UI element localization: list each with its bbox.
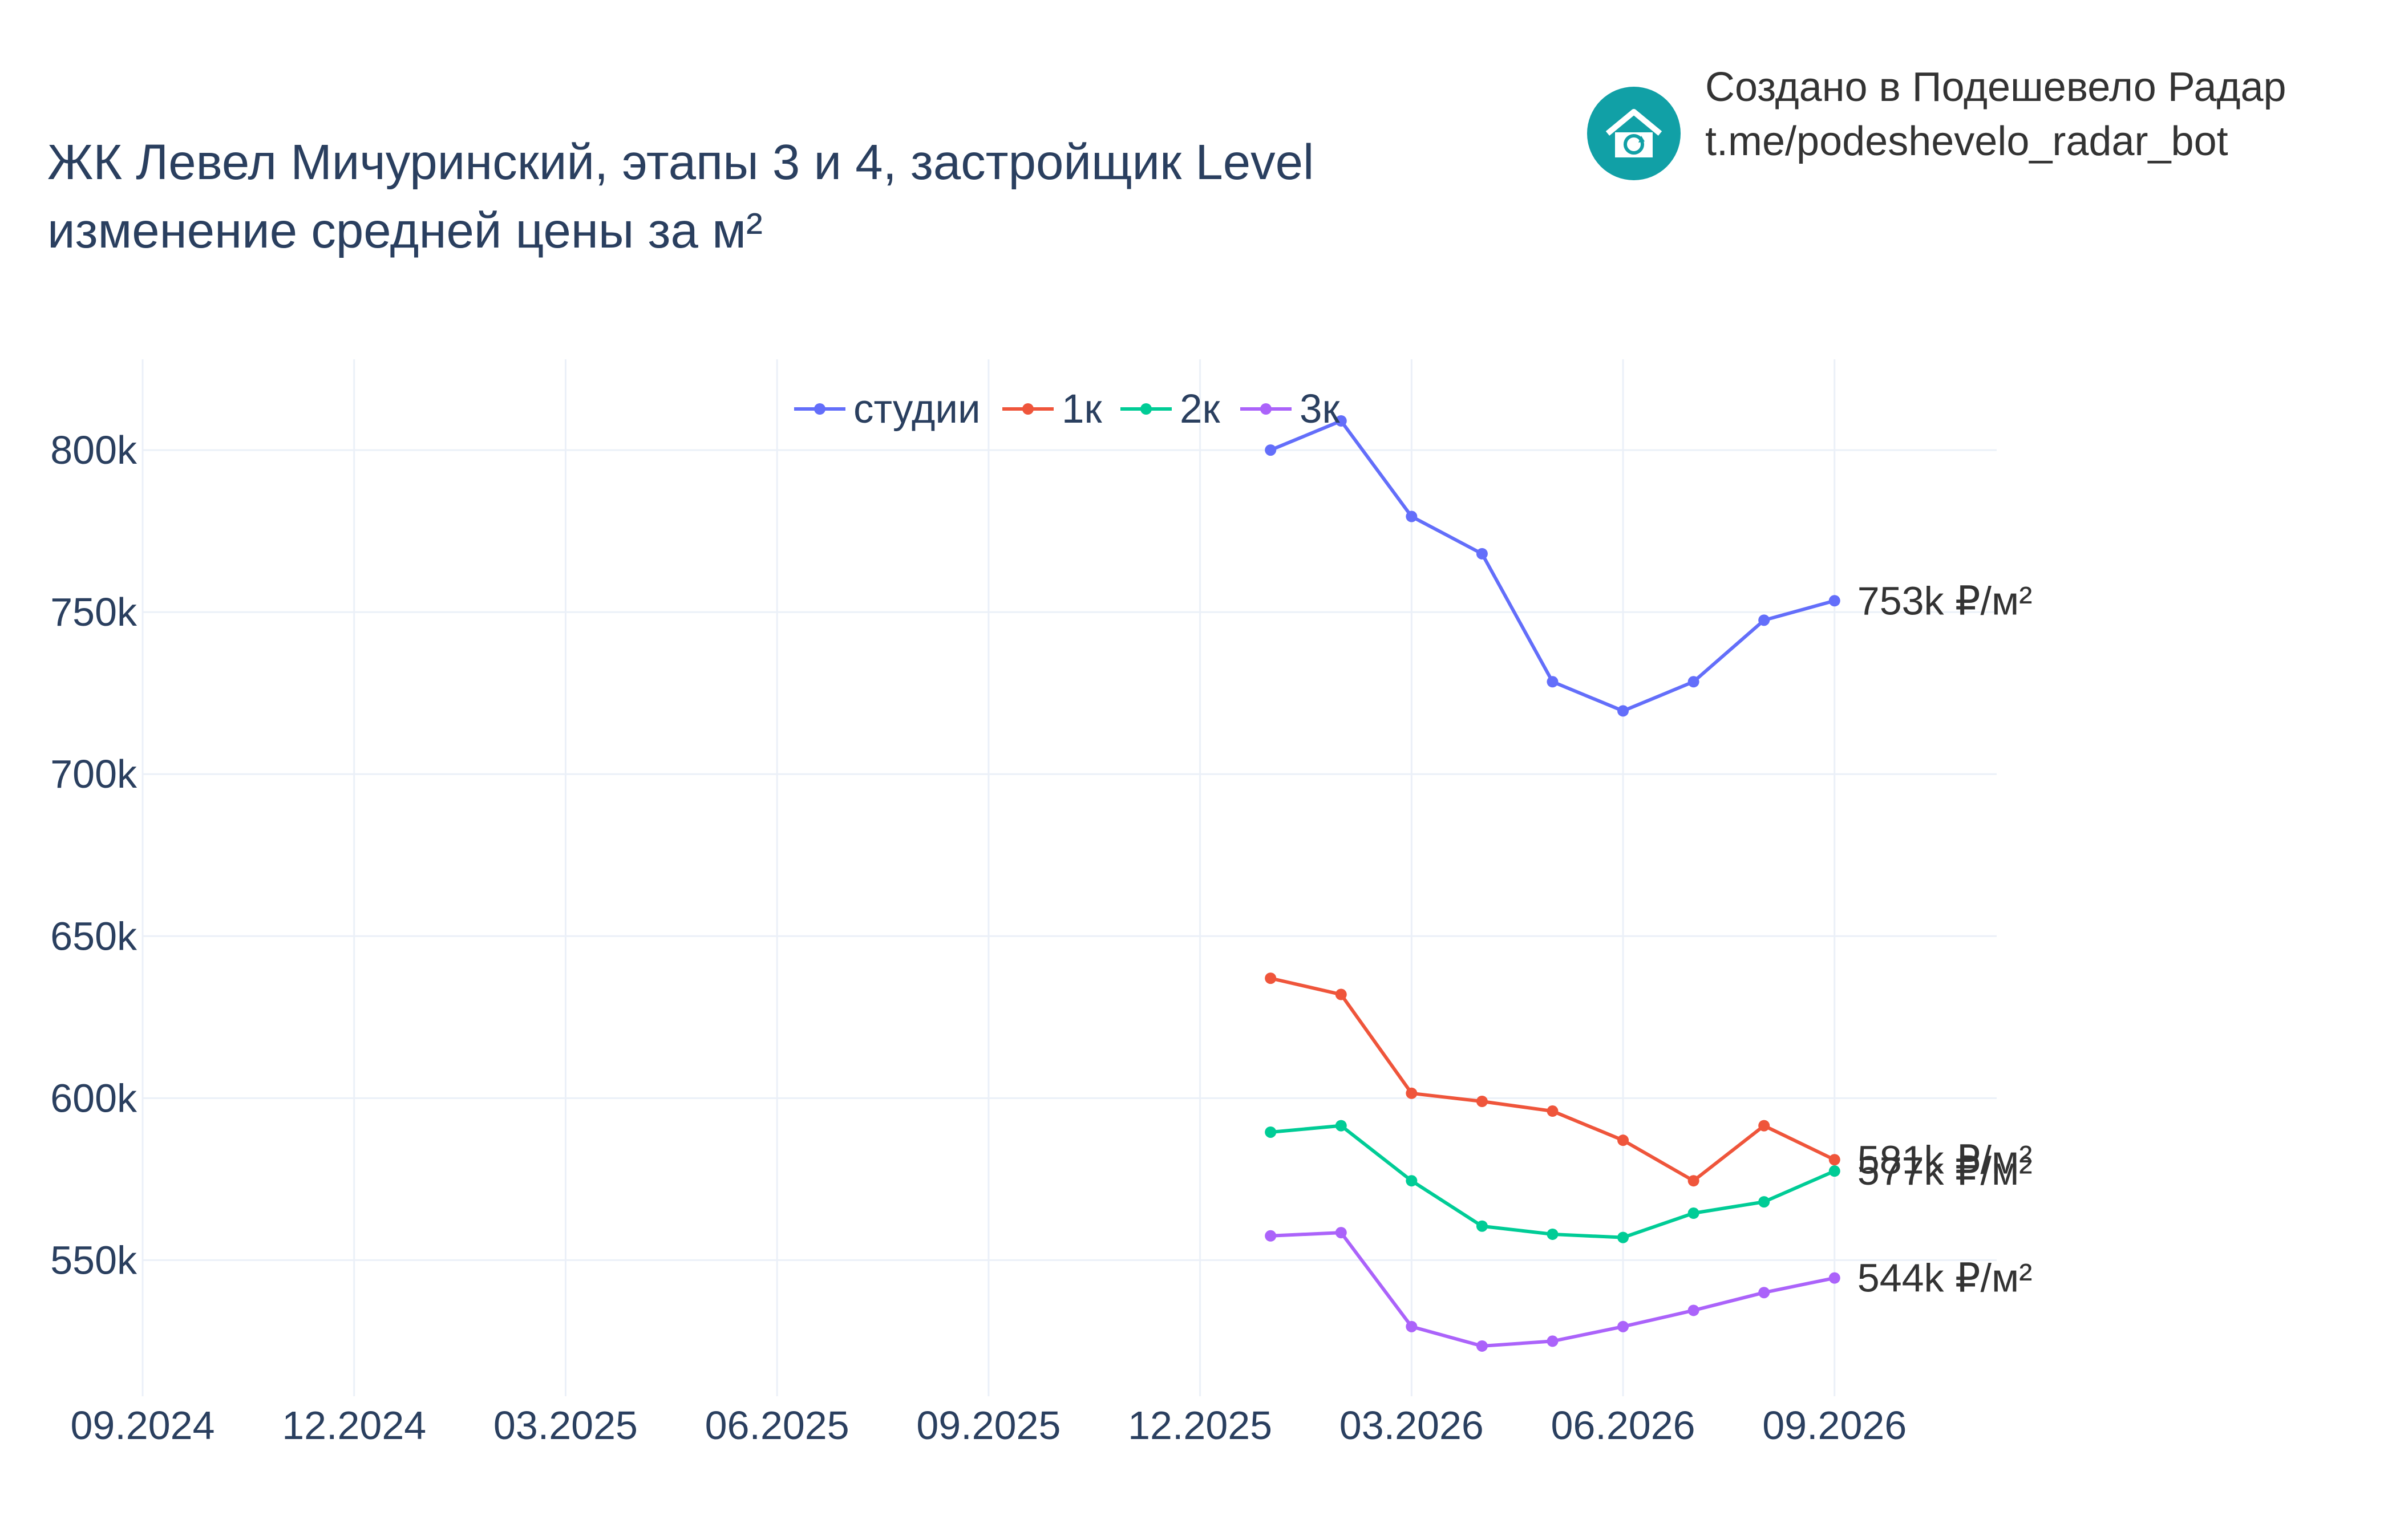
data-point	[1265, 1230, 1277, 1242]
credit-link[interactable]: t.me/podeshevelo_radar_bot	[1705, 119, 2228, 164]
data-point	[1687, 1304, 1699, 1316]
legend-item[interactable]: студии	[793, 383, 981, 435]
series-line-3	[1270, 1231, 1835, 1348]
data-point	[1335, 1227, 1347, 1239]
data-point	[1617, 705, 1629, 717]
series-line-1	[1270, 976, 1836, 1183]
data-point	[1547, 1228, 1559, 1240]
data-point	[1476, 1096, 1488, 1108]
y-tick-label: 750k	[50, 590, 137, 634]
data-point	[1617, 1231, 1629, 1243]
data-point	[1335, 988, 1347, 1000]
y-tick-label: 600k	[50, 1076, 137, 1120]
data-point	[1828, 595, 1840, 607]
axis-labels: 09.2024 12.2024 03.2025 06.2025 09.2025 12.20…	[50, 428, 2032, 1448]
x-tick-label: 03.2026	[1339, 1403, 1484, 1448]
data-point	[1265, 972, 1277, 984]
end-value-label: 581k ₽/м²	[1857, 1137, 2033, 1182]
data-point	[1687, 676, 1699, 688]
data-point	[1758, 1287, 1770, 1299]
grid-lines	[141, 359, 1997, 1396]
x-tick-label: 03.2025	[493, 1403, 638, 1448]
data-point	[1547, 1335, 1559, 1347]
data-point	[1758, 1120, 1770, 1132]
data-point	[1406, 1320, 1418, 1332]
data-point	[1406, 510, 1418, 522]
data-point	[1335, 1120, 1347, 1132]
series-line-0	[1270, 419, 1835, 713]
data-point	[1547, 676, 1559, 688]
data-point	[1828, 1165, 1840, 1177]
legend-swatch	[1120, 403, 1172, 415]
x-tick-label: 09.2025	[916, 1403, 1061, 1448]
data-point	[1406, 1175, 1418, 1187]
end-value-label: 577k ₽/м²	[1857, 1149, 2033, 1193]
legend-label: 1к	[1062, 386, 1102, 432]
data-point	[1476, 1340, 1488, 1352]
data-point	[1335, 415, 1347, 427]
data-point	[1687, 1207, 1699, 1219]
legend-item[interactable]: 3к	[1239, 383, 1340, 435]
legend-item[interactable]: 2к	[1119, 383, 1220, 435]
legend-label: студии	[853, 386, 981, 432]
legend-swatch	[794, 403, 845, 415]
end-value-label: 753k ₽/м²	[1857, 578, 2033, 623]
x-tick-label: 12.2024	[282, 1403, 426, 1448]
data-point	[1687, 1175, 1699, 1187]
data-point	[1547, 1105, 1559, 1117]
data-point	[1476, 1220, 1488, 1232]
y-tick-label: 800k	[50, 428, 137, 472]
x-tick-label: 06.2026	[1551, 1403, 1695, 1448]
legend-item[interactable]: 1к	[1001, 383, 1102, 435]
legend-swatch	[1002, 403, 1054, 415]
legend-label: 3к	[1300, 386, 1340, 432]
legend-swatch	[1240, 403, 1292, 415]
end-value-label: 544k ₽/м²	[1857, 1256, 2033, 1300]
data-point	[1406, 1087, 1418, 1099]
legend-label: 2к	[1180, 386, 1220, 432]
series-lines	[1265, 415, 1840, 1352]
y-tick-label: 650k	[50, 914, 137, 958]
chart-title: ЖК Левел Мичуринский, этапы 3 и 4, застр…	[47, 135, 1314, 190]
x-tick-label: 09.2024	[70, 1403, 214, 1448]
data-point	[1758, 614, 1770, 626]
data-point	[1758, 1196, 1770, 1208]
y-tick-label: 550k	[50, 1238, 137, 1282]
x-tick-label: 06.2025	[705, 1403, 849, 1448]
y-tick-label: 700k	[50, 752, 137, 796]
house-refresh-icon	[1587, 87, 1681, 180]
x-tick-label: 12.2025	[1128, 1403, 1272, 1448]
data-point	[1265, 444, 1277, 456]
chart-subtitle: изменение средней цены за м²	[47, 203, 763, 258]
data-point	[1617, 1320, 1629, 1332]
data-point	[1617, 1134, 1629, 1146]
data-point	[1828, 1154, 1840, 1166]
credit-text: Создано в Подешевело Радар	[1705, 64, 2286, 110]
data-point	[1476, 548, 1488, 560]
x-tick-label: 09.2026	[1762, 1403, 1907, 1448]
data-point	[1265, 1126, 1277, 1138]
data-point	[1828, 1272, 1840, 1284]
series-line-2	[1270, 1124, 1835, 1239]
